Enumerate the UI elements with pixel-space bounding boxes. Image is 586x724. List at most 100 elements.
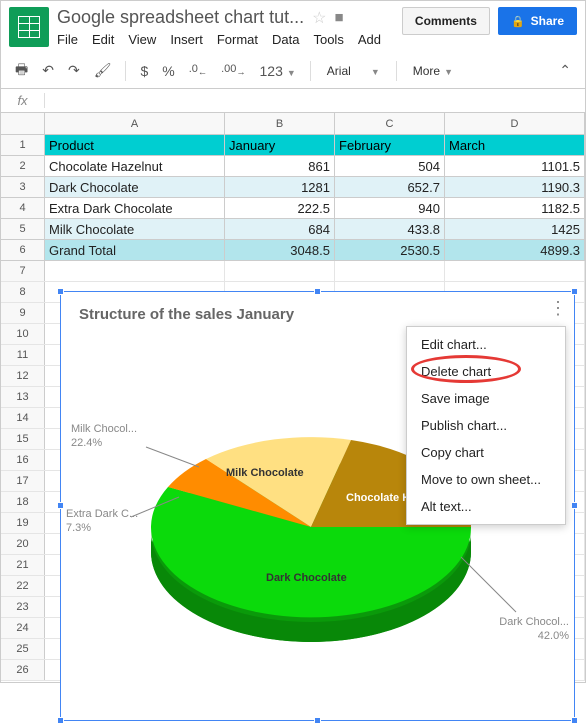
chart-menu-icon[interactable]: ⋮ <box>549 298 566 319</box>
formula-input[interactable] <box>45 89 585 112</box>
row-header[interactable]: 10 <box>1 324 45 344</box>
inc-decimal-button[interactable]: .00→ <box>217 59 249 81</box>
ctx-item-delete-chart[interactable]: Delete chart <box>407 358 565 385</box>
share-button[interactable]: 🔒Share <box>498 7 577 35</box>
resize-handle[interactable] <box>571 717 578 724</box>
resize-handle[interactable] <box>57 717 64 724</box>
row-header[interactable]: 16 <box>1 450 45 470</box>
cell[interactable]: 652.7 <box>335 177 445 197</box>
cell[interactable]: 1182.5 <box>445 198 585 218</box>
col-header-c[interactable]: C <box>335 113 445 134</box>
cell[interactable]: 433.8 <box>335 219 445 239</box>
row-header[interactable]: 17 <box>1 471 45 491</box>
cell[interactable]: Grand Total <box>45 240 225 260</box>
row-header[interactable]: 5 <box>1 219 45 239</box>
ctx-item-alt-text-[interactable]: Alt text... <box>407 493 565 520</box>
col-header-b[interactable]: B <box>225 113 335 134</box>
row-header[interactable]: 21 <box>1 555 45 575</box>
cell[interactable]: 3048.5 <box>225 240 335 260</box>
row-header[interactable]: 1 <box>1 135 45 155</box>
menu-addons[interactable]: Add <box>358 32 381 47</box>
cell[interactable]: 504 <box>335 156 445 176</box>
row-header[interactable]: 23 <box>1 597 45 617</box>
row-header[interactable]: 25 <box>1 639 45 659</box>
row-header[interactable]: 9 <box>1 303 45 323</box>
row-header[interactable]: 6 <box>1 240 45 260</box>
row-header[interactable]: 15 <box>1 429 45 449</box>
more-button[interactable]: More▼ <box>407 60 459 82</box>
row-header[interactable]: 7 <box>1 261 45 281</box>
document-title[interactable]: Google spreadsheet chart tut... <box>57 7 304 28</box>
cell[interactable]: Dark Chocolate <box>45 177 225 197</box>
menu-insert[interactable]: Insert <box>170 32 203 47</box>
ctx-item-edit-chart-[interactable]: Edit chart... <box>407 331 565 358</box>
row-header[interactable]: 20 <box>1 534 45 554</box>
menu-view[interactable]: View <box>128 32 156 47</box>
row-header[interactable]: 19 <box>1 513 45 533</box>
select-all-corner[interactable] <box>1 113 45 134</box>
font-selector[interactable]: Arial▼ <box>321 60 386 82</box>
row-header[interactable]: 14 <box>1 408 45 428</box>
resize-handle[interactable] <box>571 288 578 295</box>
star-icon[interactable]: ☆ <box>312 8 326 28</box>
col-header-d[interactable]: D <box>445 113 585 134</box>
undo-icon[interactable]: ↶ <box>38 58 58 83</box>
print-icon[interactable]: 🖶 <box>11 55 32 87</box>
row-header[interactable]: 3 <box>1 177 45 197</box>
cell[interactable]: Product <box>45 135 225 155</box>
cell[interactable]: Milk Chocolate <box>45 219 225 239</box>
cell[interactable]: Extra Dark Chocolate <box>45 198 225 218</box>
row-header[interactable]: 24 <box>1 618 45 638</box>
cell[interactable]: 1425 <box>445 219 585 239</box>
currency-button[interactable]: $ <box>136 59 152 83</box>
cell[interactable]: 4899.3 <box>445 240 585 260</box>
menu-data[interactable]: Data <box>272 32 299 47</box>
row-header[interactable]: 4 <box>1 198 45 218</box>
cell[interactable] <box>45 261 225 281</box>
menu-file[interactable]: File <box>57 32 78 47</box>
comments-button[interactable]: Comments <box>402 7 490 35</box>
row-header[interactable]: 2 <box>1 156 45 176</box>
ctx-item-save-image[interactable]: Save image <box>407 385 565 412</box>
row-header[interactable]: 18 <box>1 492 45 512</box>
sheets-logo[interactable] <box>9 7 49 47</box>
ctx-item-publish-chart-[interactable]: Publish chart... <box>407 412 565 439</box>
cell[interactable] <box>445 261 585 281</box>
number-format-button[interactable]: 123▼ <box>256 59 300 83</box>
row-header[interactable]: 12 <box>1 366 45 386</box>
cell[interactable]: 684 <box>225 219 335 239</box>
cell[interactable]: 1190.3 <box>445 177 585 197</box>
cell[interactable]: 2530.5 <box>335 240 445 260</box>
row-header[interactable]: 8 <box>1 282 45 302</box>
row-header[interactable]: 11 <box>1 345 45 365</box>
cell[interactable]: March <box>445 135 585 155</box>
collapse-toolbar-icon[interactable]: ⌃ <box>555 58 575 83</box>
resize-handle[interactable] <box>314 288 321 295</box>
resize-handle[interactable] <box>57 288 64 295</box>
redo-icon[interactable]: ↷ <box>64 58 84 83</box>
cell[interactable]: January <box>225 135 335 155</box>
menu-tools[interactable]: Tools <box>313 32 343 47</box>
row-header[interactable]: 22 <box>1 576 45 596</box>
cell[interactable]: 222.5 <box>225 198 335 218</box>
cell[interactable]: 1281 <box>225 177 335 197</box>
cell[interactable]: 1101.5 <box>445 156 585 176</box>
ctx-item-copy-chart[interactable]: Copy chart <box>407 439 565 466</box>
cell[interactable]: 940 <box>335 198 445 218</box>
dec-decimal-button[interactable]: .0← <box>185 59 211 81</box>
chart-container[interactable]: Structure of the sales January ⋮ <box>60 291 575 721</box>
resize-handle[interactable] <box>314 717 321 724</box>
ctx-item-move-to-own-sheet-[interactable]: Move to own sheet... <box>407 466 565 493</box>
folder-icon[interactable]: ■ <box>335 9 344 26</box>
menu-format[interactable]: Format <box>217 32 258 47</box>
menu-edit[interactable]: Edit <box>92 32 114 47</box>
cell[interactable]: 861 <box>225 156 335 176</box>
paint-format-icon[interactable]: 🖌 <box>90 58 116 83</box>
col-header-a[interactable]: A <box>45 113 225 134</box>
cell[interactable] <box>225 261 335 281</box>
cell[interactable]: February <box>335 135 445 155</box>
row-header[interactable]: 26 <box>1 660 45 680</box>
row-header[interactable]: 13 <box>1 387 45 407</box>
cell[interactable]: Chocolate Hazelnut <box>45 156 225 176</box>
cell[interactable] <box>335 261 445 281</box>
